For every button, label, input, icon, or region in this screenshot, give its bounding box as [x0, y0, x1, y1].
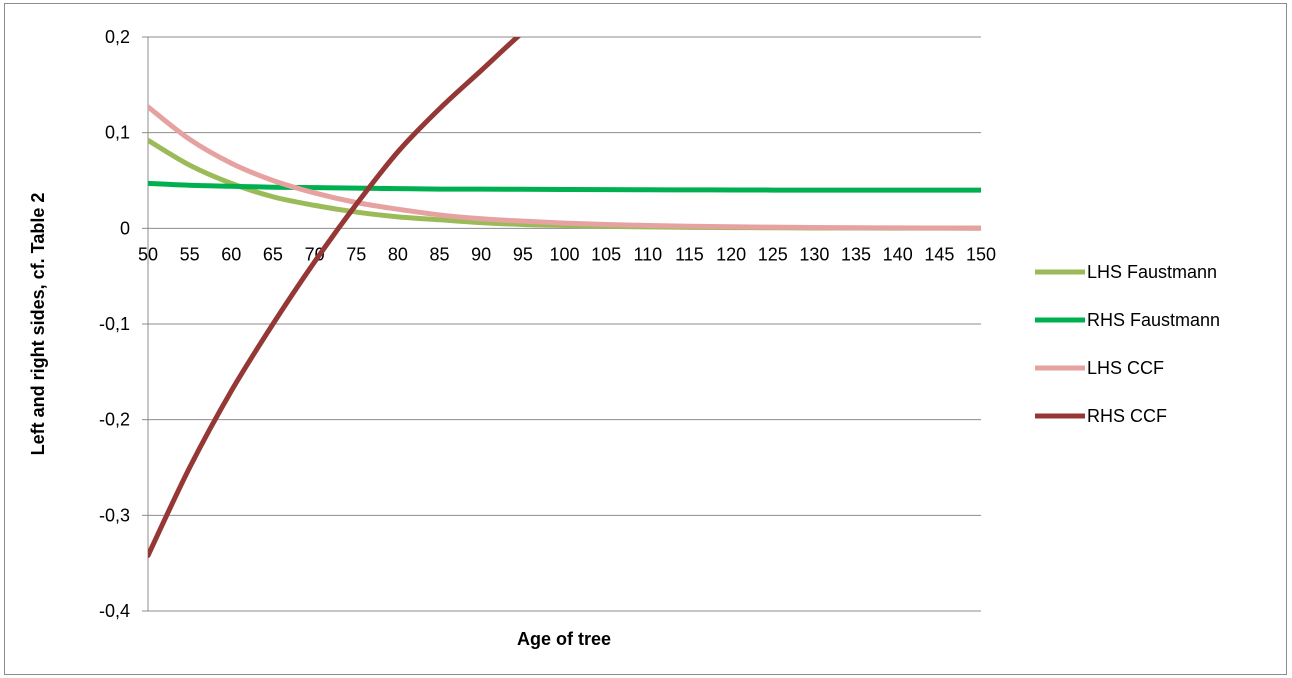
x-tick-label: 75	[346, 244, 366, 264]
x-tick-label: 120	[716, 244, 746, 264]
chart-frame	[4, 3, 1287, 675]
y-tick-label: 0	[120, 218, 130, 238]
x-tick-label: 55	[180, 244, 200, 264]
y-tick-label: 0,1	[105, 123, 130, 143]
x-tick-label: 135	[841, 244, 871, 264]
x-tick-label: 145	[924, 244, 954, 264]
y-tick-label: -0,2	[99, 410, 130, 430]
x-tick-label: 150	[966, 244, 996, 264]
x-tick-label: 115	[675, 244, 704, 264]
x-axis: 50 55 60 65 70 75 80 85 90 95 100 105 110 115 120 125 13…	[138, 244, 996, 264]
x-tick-label: 140	[883, 244, 913, 264]
x-tick-label: 125	[758, 244, 788, 264]
x-tick-label: 100	[549, 244, 579, 264]
series-line-lhs-ccf	[148, 104, 981, 231]
legend-label-lhs-ccf: LHS CCF	[1087, 358, 1164, 378]
series-line-rhs-ccf	[148, 37, 522, 559]
legend-label-lhs-faustmann: LHS Faustmann	[1087, 262, 1217, 282]
x-tick-label: 110	[633, 244, 662, 264]
legend-label-rhs-faustmann: RHS Faustmann	[1087, 310, 1220, 330]
y-axis-title: Left and right sides, cf. Table 2	[28, 193, 48, 456]
x-tick-label: 60	[221, 244, 241, 264]
x-tick-label: 50	[138, 244, 158, 264]
y-tick-label: 0,2	[105, 27, 130, 47]
x-tick-label: 95	[513, 244, 533, 264]
x-tick-label: 70	[305, 244, 325, 264]
x-tick-label: 80	[388, 244, 408, 264]
series-lines	[148, 37, 981, 559]
x-tick-label: 85	[430, 244, 450, 264]
x-tick-label: 130	[799, 244, 829, 264]
x-tick-label: 105	[591, 244, 621, 264]
y-tick-label: -0,3	[99, 505, 130, 525]
y-tick-label: -0,4	[99, 601, 130, 621]
x-axis-title: Age of tree	[517, 629, 611, 649]
legend: LHS Faustmann RHS Faustmann LHS CCF RHS CCF	[1035, 262, 1220, 426]
y-tick-label: -0,1	[99, 314, 130, 334]
series-line-lhs-faustmann	[148, 137, 981, 231]
y-axis: -0,4 -0,3 -0,2 -0,1 0 0,1 0,2	[99, 27, 149, 621]
x-tick-label: 65	[263, 244, 283, 264]
legend-label-rhs-ccf: RHS CCF	[1087, 406, 1167, 426]
series-line-rhs-faustmann	[148, 180, 981, 193]
gridlines	[148, 36, 981, 612]
x-tick-label: 90	[471, 244, 491, 264]
